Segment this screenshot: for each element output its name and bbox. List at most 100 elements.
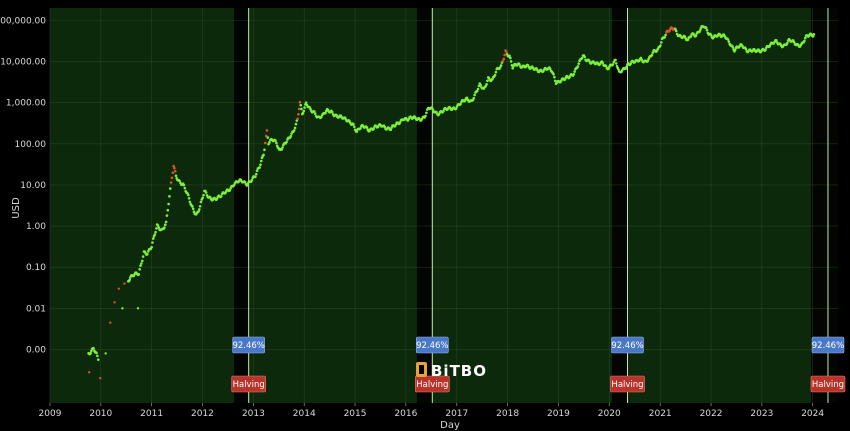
price-point [471, 98, 475, 102]
price-point [228, 189, 232, 192]
price-point [764, 48, 767, 51]
y-axis-title: USD [11, 197, 22, 219]
price-series [87, 24, 816, 380]
price-point [353, 125, 356, 129]
price-point [611, 63, 615, 66]
price-point [140, 262, 143, 265]
price-point [268, 141, 271, 144]
price-point [301, 111, 305, 115]
price-point [604, 64, 608, 68]
price-point [651, 51, 655, 54]
price-point [573, 70, 576, 73]
price-point [296, 117, 299, 121]
price-point [138, 267, 141, 271]
price-point [266, 136, 270, 139]
svg-text:BiTBO: BiTBO [431, 362, 487, 380]
price-point [663, 35, 667, 39]
price-point [154, 230, 157, 234]
price-point [674, 29, 678, 33]
price-point [659, 44, 662, 47]
price-point [612, 60, 616, 64]
price-point [553, 75, 556, 79]
y-tick-label: 10,000.00 [0, 58, 46, 68]
price-point [553, 79, 557, 83]
x-tick-label: 2021 [649, 409, 672, 419]
price-point [726, 38, 730, 41]
price-point [292, 129, 296, 132]
price-point [123, 282, 126, 285]
price-point [459, 102, 462, 106]
price-point [454, 107, 458, 110]
price-point [254, 175, 257, 179]
price-point [254, 172, 258, 176]
price-point [324, 111, 327, 115]
price-point [552, 72, 555, 76]
price-point [486, 79, 489, 83]
price-point [300, 107, 303, 111]
price-point [202, 193, 205, 197]
halving-badge [810, 375, 846, 393]
y-tick-label: 0.00 [26, 345, 46, 355]
x-tick-label: 2016 [394, 409, 417, 419]
price-point [293, 126, 297, 130]
price-point [95, 351, 98, 355]
price-point [508, 54, 511, 58]
x-axis: 2009 2010 2011 2012 2013 2014 2015 2016 2017 2018… [39, 403, 824, 419]
price-point [502, 57, 506, 61]
percent-badge [232, 336, 265, 354]
price-point [731, 46, 735, 49]
price-point [96, 354, 99, 358]
bitbo-logo: BiTBO [416, 362, 487, 380]
price-point [204, 191, 208, 194]
price-point [572, 73, 576, 76]
halving-badge-label: Halving [812, 380, 844, 390]
price-point [629, 62, 632, 66]
price-point [303, 106, 306, 109]
y-tick-label: 0.01 [26, 304, 46, 314]
price-point [199, 200, 203, 204]
price-point [167, 202, 170, 206]
halving-badge-label: Halving [416, 380, 448, 390]
y-tick-label: 0.10 [26, 263, 46, 273]
price-point [704, 26, 708, 30]
price-point [365, 126, 369, 129]
price-point [289, 134, 293, 138]
price-point [281, 146, 284, 149]
price-point [744, 47, 748, 51]
price-point [297, 112, 300, 116]
price-point [472, 96, 476, 100]
halving-badges: 92.46% Halving 92.46% Halving 92.46% Halving 9… [231, 336, 846, 393]
dark-band [234, 8, 249, 403]
price-point [168, 187, 172, 190]
price-point [614, 62, 618, 65]
price-point [297, 107, 301, 111]
price-point [792, 40, 796, 44]
y-tick-label: 100.00 [15, 140, 47, 150]
price-point [786, 41, 789, 45]
price-point [255, 169, 259, 173]
price-point [169, 181, 173, 184]
price-point [259, 163, 262, 166]
price-point [607, 67, 610, 70]
dark-band [416, 8, 433, 403]
price-point [264, 134, 268, 138]
y-tick-label: 100,000.00 [0, 16, 46, 26]
y-tick-label: 1,000.00 [6, 99, 46, 109]
price-point [803, 39, 806, 43]
halving-badge-label: Halving [233, 380, 265, 390]
price-point [355, 130, 359, 133]
price-point [640, 58, 644, 61]
price-point [146, 252, 149, 256]
price-point [511, 67, 514, 70]
price-point [425, 111, 428, 115]
price-point [285, 140, 288, 144]
price-point [674, 27, 677, 31]
x-tick-label: 2012 [191, 409, 214, 419]
x-tick-label: 2022 [700, 409, 723, 419]
price-point [499, 64, 503, 67]
price-point [313, 112, 317, 116]
price-point [275, 141, 278, 145]
price-point [153, 233, 157, 236]
price-point [163, 223, 167, 227]
price-point [250, 178, 254, 182]
